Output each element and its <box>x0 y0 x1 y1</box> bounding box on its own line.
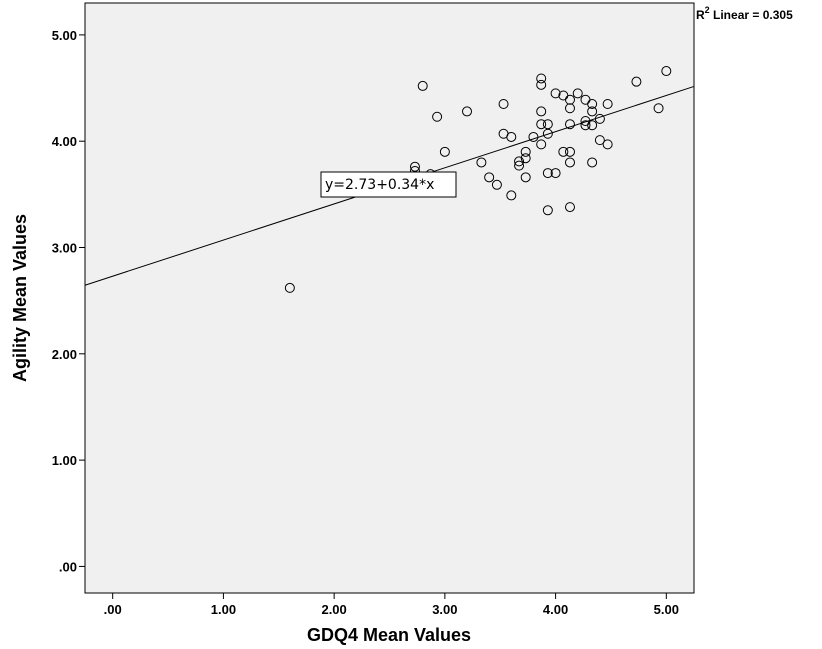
data-point <box>564 202 575 213</box>
data-point <box>536 73 547 84</box>
data-point <box>542 128 553 139</box>
x-tick-label: 2.00 <box>321 602 346 617</box>
plot-area <box>84 2 695 594</box>
data-point <box>542 119 553 130</box>
data-point <box>506 131 517 142</box>
data-point <box>661 66 672 77</box>
data-point <box>602 98 613 109</box>
data-point <box>558 146 569 157</box>
data-point <box>587 120 598 131</box>
x-axis-title: GDQ4 Mean Values <box>307 625 471 645</box>
data-point <box>580 120 591 131</box>
axis-ticks: .00 1.00 2.00 3.00 4.00 5.00 .00 1.00 2.00 3.00 4.… <box>52 28 679 617</box>
data-point <box>536 139 547 150</box>
data-point <box>506 190 517 201</box>
data-point <box>484 172 495 183</box>
y-axis-title: Agility Mean Values <box>10 214 30 382</box>
y-tick-label: 2.00 <box>52 347 77 362</box>
data-point <box>476 157 487 168</box>
y-tick-label: 3.00 <box>52 241 77 256</box>
data-point <box>542 168 553 179</box>
data-point <box>564 103 575 114</box>
data-point <box>587 98 598 109</box>
data-point <box>587 157 598 168</box>
data-point <box>572 88 583 99</box>
x-tick-label: 1.00 <box>211 602 236 617</box>
data-point <box>432 111 443 122</box>
data-point <box>520 153 531 164</box>
data-point <box>631 76 642 87</box>
y-tick-label: 1.00 <box>52 453 77 468</box>
data-point <box>536 106 547 117</box>
data-point <box>594 135 605 146</box>
data-point <box>491 179 502 190</box>
x-tick-label: 3.00 <box>432 602 457 617</box>
data-point <box>542 205 553 216</box>
x-tick-label: 4.00 <box>543 602 568 617</box>
data-point <box>564 146 575 157</box>
data-point <box>550 168 561 179</box>
fit-equation-box: y=2.73+0.34*x <box>320 171 457 198</box>
y-tick-label: .00 <box>59 559 77 574</box>
data-point <box>653 103 664 114</box>
y-tick-label: 5.00 <box>52 28 77 43</box>
data-point <box>536 119 547 130</box>
data-point <box>417 80 428 91</box>
data-point <box>520 146 531 157</box>
data-point <box>284 282 295 293</box>
data-point <box>514 156 525 167</box>
data-point <box>439 146 450 157</box>
x-tick-label: 5.00 <box>654 602 679 617</box>
data-point <box>409 161 420 172</box>
data-point <box>498 98 509 109</box>
data-point <box>550 88 561 99</box>
fit-equation-frame <box>320 171 457 198</box>
data-point <box>536 79 547 90</box>
data-point <box>520 172 531 183</box>
fit-equation-label: y=2.73+0.34*x <box>325 177 434 193</box>
data-point <box>587 106 598 117</box>
data-point <box>602 139 613 150</box>
data-point <box>594 113 605 124</box>
y-tick-label: 4.00 <box>52 134 77 149</box>
r2-label: R2 Linear = 0.305 <box>696 5 793 22</box>
x-tick-label: .00 <box>104 602 122 617</box>
data-point <box>528 131 539 142</box>
data-point <box>564 157 575 168</box>
data-point <box>514 160 525 171</box>
data-point <box>564 119 575 130</box>
data-point <box>462 106 473 117</box>
